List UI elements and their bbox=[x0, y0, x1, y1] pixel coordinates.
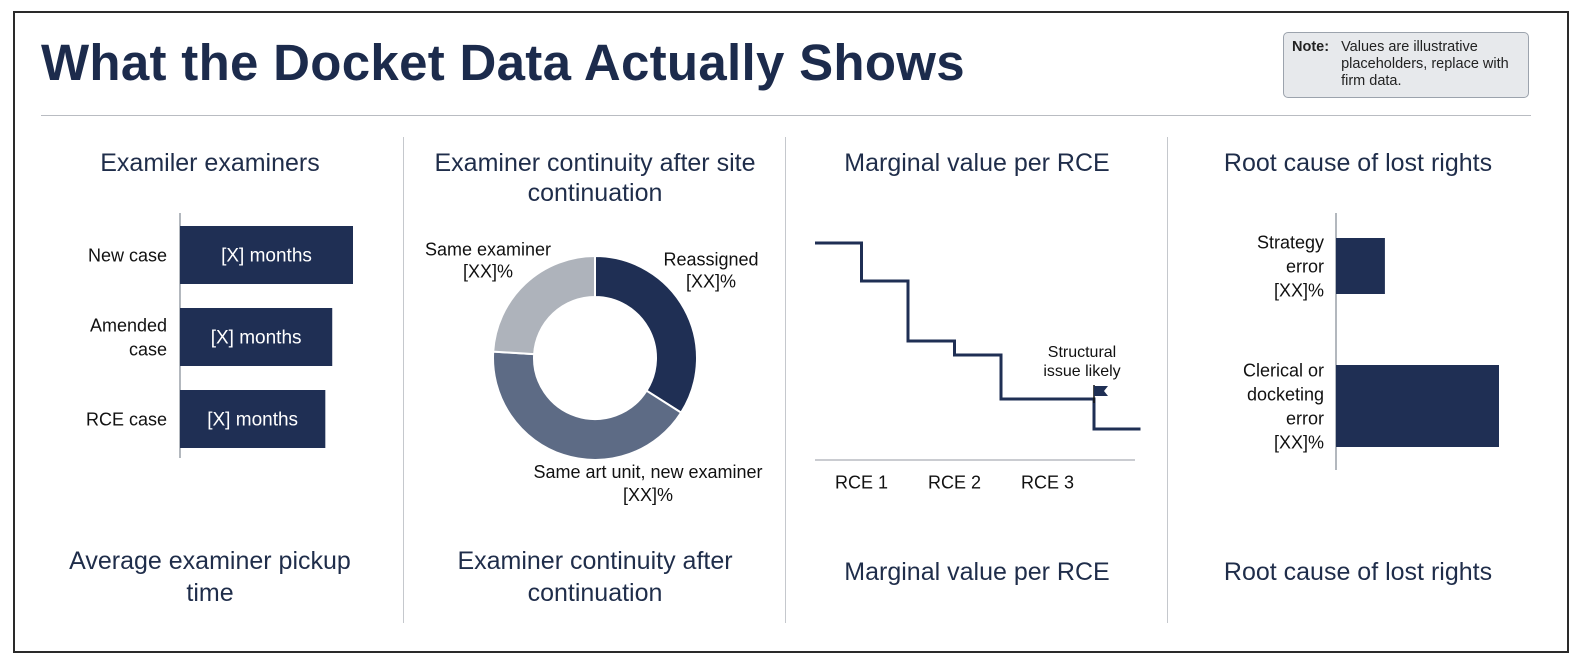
panel-divider bbox=[785, 137, 786, 623]
category-label: Amended case bbox=[90, 315, 167, 359]
donut-slice bbox=[492, 350, 683, 461]
annotation-label: Structural issue likely bbox=[1043, 344, 1120, 380]
bar-label: [X] months bbox=[221, 246, 312, 267]
panel-1-caption: Average examiner pickup time bbox=[69, 547, 351, 607]
note-label: Note: bbox=[1292, 39, 1330, 55]
rce-step-chart: RCE 1 RCE 2 RCE 3 Structural issue likely bbox=[815, 241, 1141, 492]
header-divider bbox=[41, 115, 1531, 116]
bar bbox=[1336, 238, 1385, 294]
infographic-frame: What the Docket Data Actually Shows Note… bbox=[13, 11, 1569, 653]
step-line bbox=[815, 241, 1141, 431]
lost-rights-bar-chart: Strategy error [XX]% Clerical or docketing er… bbox=[1243, 213, 1499, 470]
panel-3-caption: Marginal value per RCE bbox=[844, 558, 1110, 586]
x-tick-label: RCE 2 bbox=[928, 472, 981, 492]
donut-slice bbox=[492, 254, 596, 356]
bar bbox=[1336, 365, 1499, 447]
category-label: Strategy error [XX]% bbox=[1257, 232, 1324, 300]
panel-4-caption: Root cause of lost rights bbox=[1223, 558, 1493, 586]
bar bbox=[180, 308, 333, 366]
panel-2-caption: Examiner continuity after continuation bbox=[457, 547, 733, 607]
bar-label: [X] months bbox=[211, 328, 302, 349]
slice-label: Reassigned [XX]% bbox=[663, 249, 758, 291]
panel-1-title: Examiler examiners bbox=[100, 149, 320, 177]
donut-slice bbox=[594, 254, 698, 415]
continuity-donut-chart: Reassigned [XX]% Same art unit, new examin… bbox=[425, 239, 763, 505]
page-title: What the Docket Data Actually Shows bbox=[41, 34, 965, 91]
bar-label: [X] months bbox=[207, 410, 298, 431]
panel-4-title: Root cause of lost rights bbox=[1223, 149, 1493, 177]
panel-divider bbox=[1167, 137, 1168, 623]
slice-label: Same art unit, new examiner [XX]% bbox=[533, 462, 762, 505]
slice-label: Same examiner [XX]% bbox=[425, 239, 551, 281]
x-tick-label: RCE 1 bbox=[835, 472, 888, 492]
note-text: Values are illustrative placeholders, re… bbox=[1341, 39, 1509, 89]
note-box: Note: Values are illustrative placeholde… bbox=[1283, 32, 1529, 98]
category-label: Clerical or docketing error [XX]% bbox=[1243, 360, 1324, 452]
x-tick-label: RCE 3 bbox=[1021, 472, 1074, 492]
bar bbox=[180, 390, 326, 448]
category-label: New case bbox=[88, 245, 167, 265]
panel-2-title: Examiner continuity after site continuat… bbox=[434, 149, 756, 207]
flag-icon bbox=[1094, 386, 1108, 396]
bar bbox=[180, 226, 353, 284]
pickup-time-bar-chart: [X] months New case [X] months Amended case [… bbox=[86, 213, 353, 458]
panel-divider bbox=[403, 137, 404, 623]
panel-3-title: Marginal value per RCE bbox=[844, 149, 1110, 177]
category-label: RCE case bbox=[86, 409, 167, 429]
